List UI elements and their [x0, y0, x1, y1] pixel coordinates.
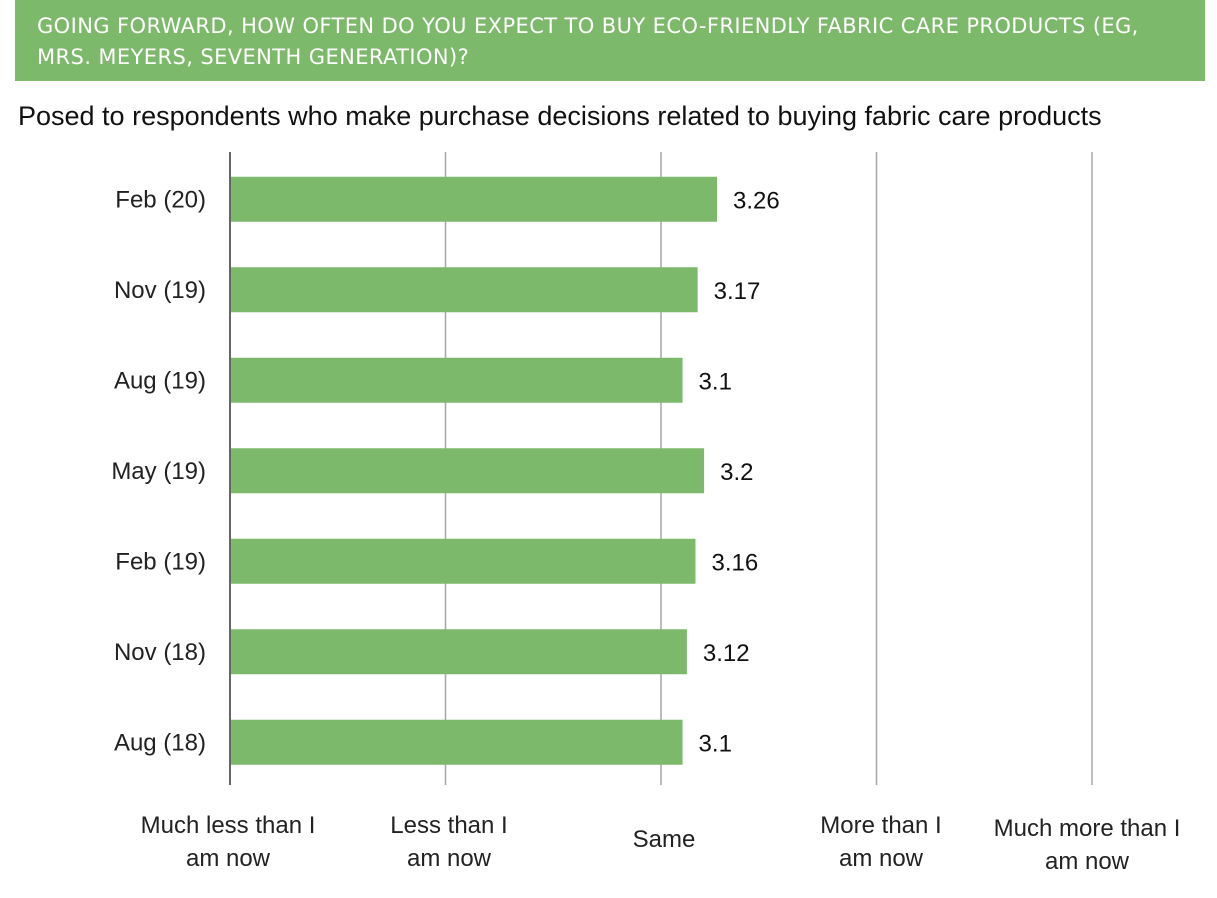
value-label: 3.12 [703, 640, 750, 667]
x-tick-label: Less than I [390, 812, 507, 839]
x-tick-label: am now [839, 845, 924, 872]
bar [231, 629, 687, 675]
x-tick-label: Same [633, 826, 696, 853]
category-label: Aug (19) [114, 367, 206, 394]
bar [231, 176, 718, 222]
category-label: May (19) [111, 458, 206, 485]
value-label: 3.26 [733, 187, 780, 214]
category-label: Nov (18) [114, 639, 206, 666]
bar [231, 719, 683, 765]
value-label: 3.17 [714, 278, 761, 305]
value-label: 3.16 [711, 549, 758, 576]
category-label: Feb (19) [115, 548, 206, 575]
chart-subtitle: Posed to respondents who make purchase d… [18, 101, 1102, 131]
category-label: Aug (18) [114, 729, 206, 756]
value-label: 3.1 [699, 730, 732, 757]
x-tick-label: am now [186, 845, 271, 872]
category-label: Nov (19) [114, 277, 206, 304]
chart-title: GOING FORWARD, HOW OFTEN DO YOU EXPECT T… [37, 14, 1139, 69]
x-tick-label: Much less than I [141, 812, 316, 839]
x-tick-label: More than I [820, 812, 941, 839]
bar [231, 538, 696, 584]
x-tick-label: am now [407, 845, 492, 872]
value-label: 3.1 [699, 368, 732, 395]
category-label: Feb (20) [115, 186, 206, 213]
bar [231, 448, 705, 494]
bar [231, 357, 683, 403]
value-label: 3.2 [720, 459, 753, 486]
bar [231, 267, 698, 313]
title-banner: GOING FORWARD, HOW OFTEN DO YOU EXPECT T… [15, 0, 1205, 81]
x-tick-label: am now [1045, 848, 1130, 875]
x-tick-label: Much more than I [994, 815, 1181, 842]
